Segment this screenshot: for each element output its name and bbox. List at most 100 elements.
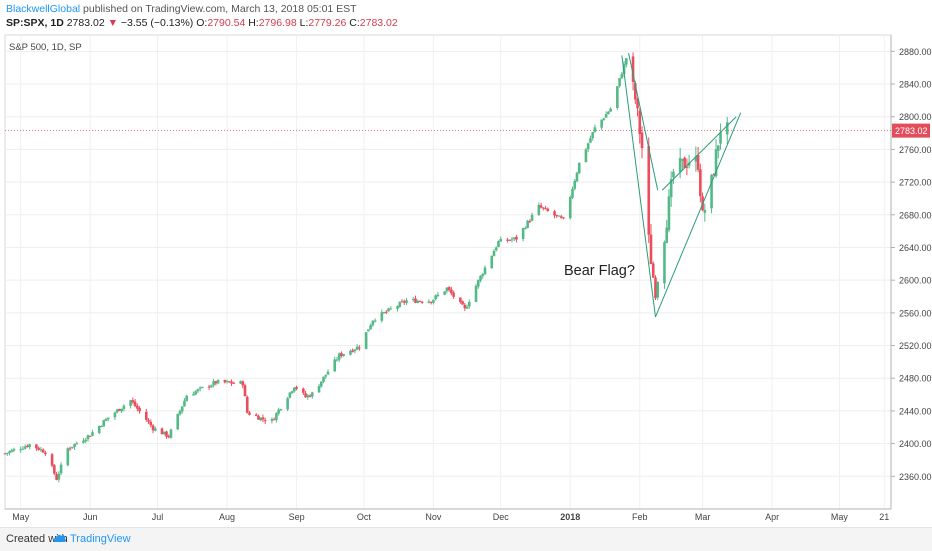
candle-body [468, 301, 471, 307]
candle-body [490, 255, 494, 269]
candle-body [248, 412, 251, 415]
candle-body [562, 217, 565, 219]
y-tick-label: 2880.00 [899, 47, 932, 57]
candle-body [647, 146, 651, 235]
candle-body [524, 228, 527, 230]
candle-body [35, 444, 38, 449]
candle-body [459, 297, 462, 302]
trendlines[interactable] [621, 52, 742, 318]
x-tick-label: Mar [695, 512, 711, 522]
candle-body [120, 408, 123, 412]
candle-body [196, 389, 200, 392]
candle-body [115, 409, 119, 413]
candle-body [640, 132, 644, 149]
open-label: O: [196, 17, 208, 29]
candle-body [88, 435, 92, 437]
candle-body [638, 110, 642, 135]
candle-body [358, 347, 361, 349]
candle-body [649, 234, 653, 265]
y-tick-label: 2600.00 [899, 276, 932, 286]
symbol-label[interactable]: SP:SPX, 1D [6, 17, 64, 29]
candle-body [450, 289, 453, 294]
tradingview-link[interactable]: TradingView [70, 533, 131, 545]
candle-body [353, 349, 357, 352]
candle-body [106, 417, 110, 420]
candle-body [340, 353, 343, 356]
candle-body [147, 420, 150, 422]
candle-body [324, 374, 328, 377]
candle-body [212, 381, 215, 386]
close-value: 2783.02 [359, 17, 398, 29]
candle-body [568, 197, 572, 219]
x-tick-label: Sep [289, 512, 305, 522]
candle-body [241, 381, 245, 386]
candle-body [70, 446, 74, 448]
candle-body [185, 395, 188, 402]
candle-body [694, 156, 698, 162]
candle-body [198, 387, 202, 389]
candle-body [584, 149, 588, 163]
candle-body [183, 400, 186, 407]
candle-body [710, 174, 713, 209]
candle-body [216, 380, 220, 384]
candle-body [53, 465, 56, 474]
candle-body [239, 381, 242, 384]
candle-body [577, 162, 581, 174]
y-tick-label: 2760.00 [899, 145, 932, 155]
candle-body [696, 155, 700, 170]
candle-body [414, 298, 417, 303]
candle-body [165, 431, 168, 437]
candle-body [131, 400, 135, 403]
candle-body [138, 407, 141, 412]
candle-body [19, 449, 23, 451]
candle-body [351, 350, 354, 352]
candle-body [73, 443, 76, 447]
candle-body [113, 412, 117, 418]
grid [5, 35, 891, 509]
candle-body [555, 214, 559, 216]
price-chart[interactable]: S&P 500, 1D, SP 2360.00 2400.00 2440.00 248… [0, 0, 932, 527]
candle-body [420, 301, 424, 303]
candle-body [476, 279, 480, 287]
candle-body [257, 415, 260, 420]
candle-body [602, 118, 606, 120]
candle-body [665, 227, 668, 243]
candle-body [12, 449, 16, 451]
candle-body [167, 436, 171, 438]
candle-body [50, 454, 54, 466]
candle-body [295, 387, 298, 389]
candle-body [104, 419, 108, 421]
candle-body [656, 281, 660, 298]
candle-body [521, 228, 525, 239]
candle-body [429, 301, 433, 303]
candle-body [607, 111, 610, 115]
candle-body [75, 443, 79, 445]
candle-body [37, 447, 40, 450]
candle-body [66, 448, 70, 466]
candle-body [201, 386, 204, 388]
candle-body [178, 410, 182, 415]
candle-body [68, 448, 72, 450]
candle-body [544, 208, 547, 210]
candle-body [5, 452, 9, 454]
candle-body [136, 405, 139, 409]
candle-body [499, 239, 503, 242]
candle-body [510, 239, 514, 241]
candle-body [625, 58, 628, 65]
candle-body [306, 395, 310, 398]
candle-body [528, 221, 532, 223]
candle-body [153, 428, 157, 431]
candle-body [703, 209, 707, 213]
candle-body [304, 393, 307, 398]
candle-body [176, 413, 180, 430]
candle-body [402, 301, 406, 303]
candle-body [678, 158, 682, 173]
x-tick-label: Apr [765, 512, 779, 522]
candle-body [223, 380, 227, 383]
y-tick-label: 2720.00 [899, 178, 932, 188]
candle-body [436, 294, 440, 296]
candle-body [400, 301, 404, 303]
author-link[interactable]: BlackwellGlobal [6, 3, 81, 15]
candle-body [194, 391, 197, 395]
created-with-text: Created with [6, 533, 68, 545]
